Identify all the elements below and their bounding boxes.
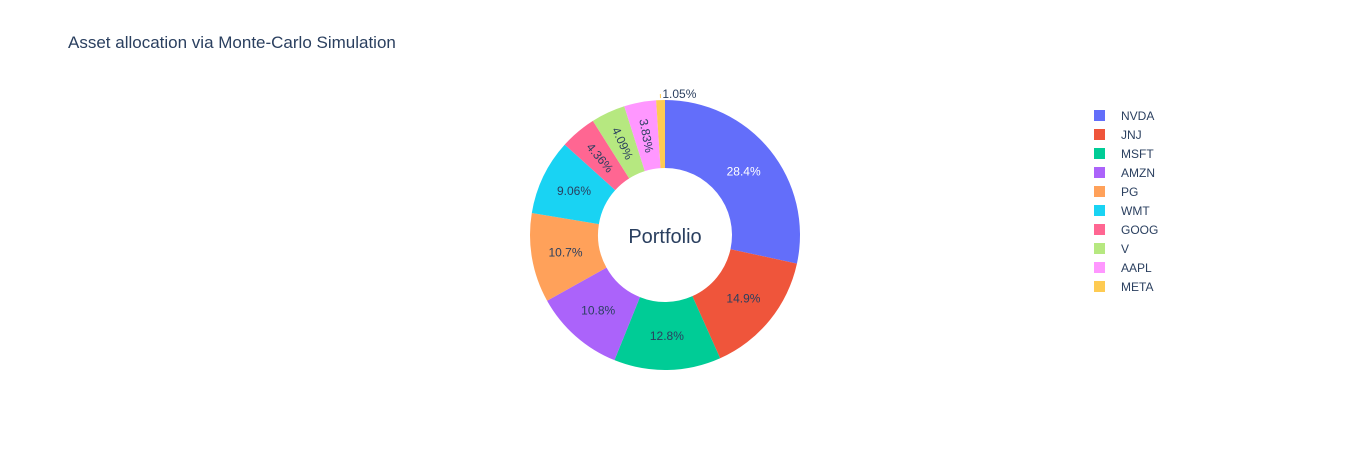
legend-swatch — [1094, 186, 1105, 197]
slice-label-nvda: 28.4% — [727, 165, 761, 179]
legend-item-v[interactable]: V — [1094, 239, 1158, 258]
chart-title: Asset allocation via Monte-Carlo Simulat… — [68, 33, 396, 52]
slice-label-msft: 12.8% — [650, 329, 684, 343]
slice-jnj[interactable] — [692, 249, 797, 359]
slice-label-aapl: 3.83% — [636, 118, 656, 154]
legend-item-meta[interactable]: META — [1094, 277, 1158, 296]
slice-label-amzn: 10.8% — [581, 304, 615, 318]
legend-swatch — [1094, 148, 1105, 159]
legend-label: MSFT — [1121, 146, 1154, 161]
slice-msft[interactable] — [614, 296, 721, 370]
legend-item-jnj[interactable]: JNJ — [1094, 125, 1158, 144]
slice-label-pg: 10.7% — [548, 245, 582, 259]
slice-v[interactable] — [592, 106, 645, 179]
legend: NVDA JNJ MSFT AMZN PG WMT GOOG V AAPL META — [1094, 106, 1158, 296]
legend-swatch — [1094, 167, 1105, 178]
slices-group — [530, 100, 800, 370]
legend-item-wmt[interactable]: WMT — [1094, 201, 1158, 220]
hole-label: Portfolio — [628, 226, 701, 248]
legend-label: V — [1121, 241, 1130, 256]
legend-label: META — [1121, 279, 1154, 294]
slice-label-wmt: 9.06% — [557, 184, 591, 198]
legend-item-aapl[interactable]: AAPL — [1094, 258, 1158, 277]
legend-label: NVDA — [1121, 108, 1155, 123]
legend-label: JNJ — [1121, 127, 1142, 142]
slice-pg[interactable] — [530, 212, 607, 301]
slice-goog[interactable] — [564, 120, 630, 191]
slice-meta[interactable] — [656, 100, 665, 169]
legend-swatch — [1094, 243, 1105, 254]
legend-label: AMZN — [1121, 165, 1155, 180]
legend-item-goog[interactable]: GOOG — [1094, 220, 1158, 239]
legend-swatch — [1094, 205, 1105, 216]
legend-swatch — [1094, 110, 1105, 121]
legend-label: PG — [1121, 184, 1139, 199]
slice-aapl[interactable] — [624, 100, 661, 172]
legend-label: AAPL — [1121, 260, 1152, 275]
legend-item-msft[interactable]: MSFT — [1094, 144, 1158, 163]
legend-item-pg[interactable]: PG — [1094, 182, 1158, 201]
slice-wmt[interactable] — [531, 144, 616, 225]
slice-label-meta: 1.05% — [662, 87, 696, 101]
legend-swatch — [1094, 262, 1105, 273]
slice-nvda[interactable] — [665, 100, 800, 264]
slice-label-jnj: 14.9% — [726, 292, 760, 306]
legend-swatch — [1094, 129, 1105, 140]
legend-swatch — [1094, 281, 1105, 292]
slice-amzn[interactable] — [547, 267, 640, 361]
legend-item-nvda[interactable]: NVDA — [1094, 106, 1158, 125]
legend-label: WMT — [1121, 203, 1150, 218]
legend-swatch — [1094, 224, 1105, 235]
legend-label: GOOG — [1121, 222, 1159, 237]
legend-item-amzn[interactable]: AMZN — [1094, 163, 1158, 182]
